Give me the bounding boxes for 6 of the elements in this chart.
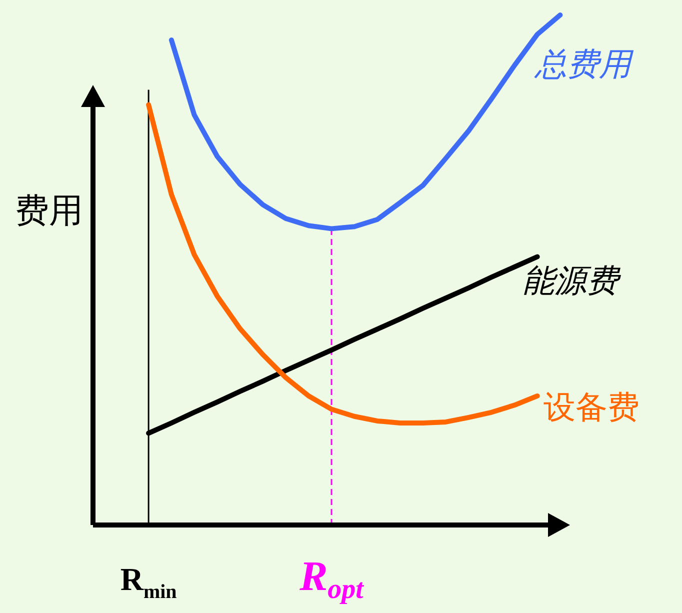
x-tick-label: R$_{min}$ bbox=[120, 561, 177, 603]
series-label: 能源费 bbox=[522, 262, 622, 300]
series-label: 设备费 bbox=[543, 388, 640, 426]
x-tick-label: R$_{opt}$ bbox=[298, 554, 365, 605]
y-axis-title: 费用 bbox=[15, 191, 83, 231]
series-label: 总费用 bbox=[534, 45, 634, 83]
